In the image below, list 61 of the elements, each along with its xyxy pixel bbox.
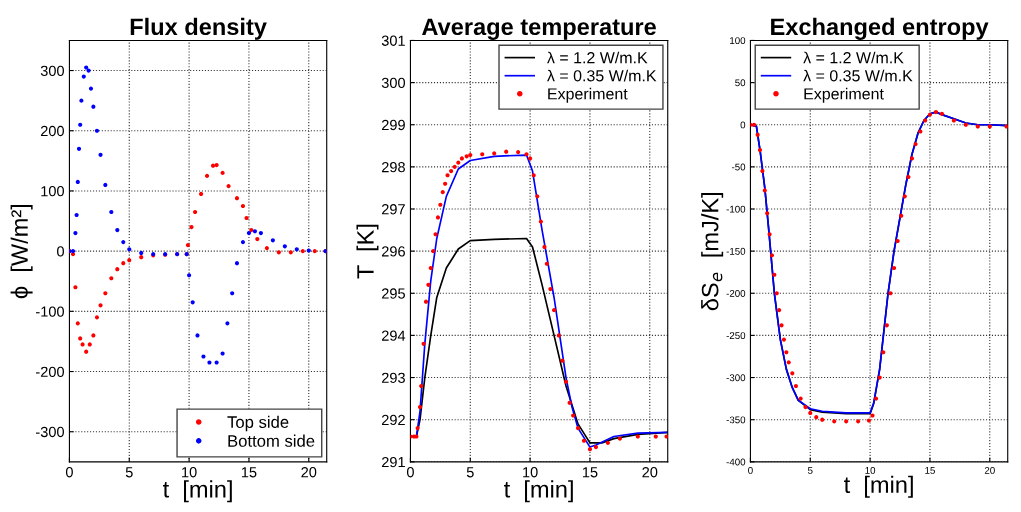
chart-title: Average temperature (422, 18, 656, 40)
legend-label: λ = 0.35 W/m.K (547, 69, 657, 82)
y-tick-label: -50 (731, 163, 746, 171)
y-tick-label: 300 (381, 77, 406, 89)
y-tick-label: 293 (381, 372, 405, 383)
y-tick-label: 298 (381, 161, 405, 173)
y-tick-label: 299 (381, 119, 405, 131)
y-tick-label: 300 (40, 65, 64, 76)
x-tick-label: 10 (182, 467, 197, 478)
legend-label: λ = 1.2 W/m.K (547, 51, 648, 64)
y-tick-label: 50 (735, 79, 746, 87)
x-tick-label: 15 (925, 467, 935, 474)
y-axis-title: δS$_{e}$ [mJ/K] (701, 192, 724, 311)
y-tick-label: -200 (36, 366, 64, 377)
x-tick-label: 20 (642, 467, 658, 478)
y-tick-label: 291 (381, 456, 405, 468)
y-tick-label: -350 (726, 416, 746, 424)
x-tick-label: 20 (301, 467, 317, 478)
y-tick-label: 295 (381, 288, 405, 299)
y-tick-label: -150 (726, 247, 746, 255)
y-tick-label: 100 (41, 186, 64, 197)
x-tick-label: 5 (466, 467, 474, 478)
y-tick-label: -100 (726, 205, 746, 213)
x-tick-label: 5 (125, 467, 133, 478)
y-tick-label: 296 (381, 246, 405, 257)
legend-label: Top side (227, 415, 289, 432)
y-tick-label: -250 (726, 332, 746, 340)
x-tick-label: 0 (406, 467, 414, 478)
chart-title: Exchanged entropy (771, 17, 989, 40)
x-tick-label: 20 (984, 466, 995, 474)
y-tick-label: 297 (381, 204, 405, 215)
y-tick-label: 292 (381, 414, 405, 426)
y-tick-label: 301 (381, 35, 405, 46)
legend-label: Experiment (548, 87, 628, 103)
y-axis-title: ϕ [W/m²] (10, 204, 33, 299)
legend-label: λ = 1.2 W/m.K (803, 51, 904, 64)
y-tick-label: 0 (740, 121, 746, 129)
x-axis-title: t [min] (163, 480, 232, 503)
x-tick-label: 10 (865, 466, 876, 474)
y-tick-label: 294 (381, 330, 406, 341)
x-tick-label: 0 (748, 466, 753, 474)
y-tick-label: -100 (36, 306, 64, 317)
y-tick-label: 0 (57, 246, 64, 257)
y-tick-label: 100 (730, 37, 746, 45)
chart-title: Flux density (130, 17, 267, 40)
x-tick-label: 0 (65, 467, 73, 478)
y-tick-label: 200 (40, 125, 64, 137)
x-tick-label: 15 (241, 467, 257, 478)
y-axis-title: T [K] (356, 224, 379, 279)
legend-label: λ = 0.35 W/m.K (803, 69, 913, 82)
x-tick-label: 10 (523, 467, 538, 478)
x-axis-title: t [min] (504, 480, 573, 503)
y-tick-label: -400 (726, 458, 746, 466)
x-tick-label: 5 (807, 467, 813, 474)
x-tick-label: 15 (582, 467, 598, 478)
x-axis-title: t [min] (844, 475, 913, 498)
y-tick-label: -300 (726, 374, 746, 382)
y-tick-label: -200 (726, 290, 746, 297)
legend-label: Bottom side (228, 434, 315, 447)
legend-label: Experiment (804, 87, 884, 103)
y-tick-label: -300 (36, 426, 64, 438)
